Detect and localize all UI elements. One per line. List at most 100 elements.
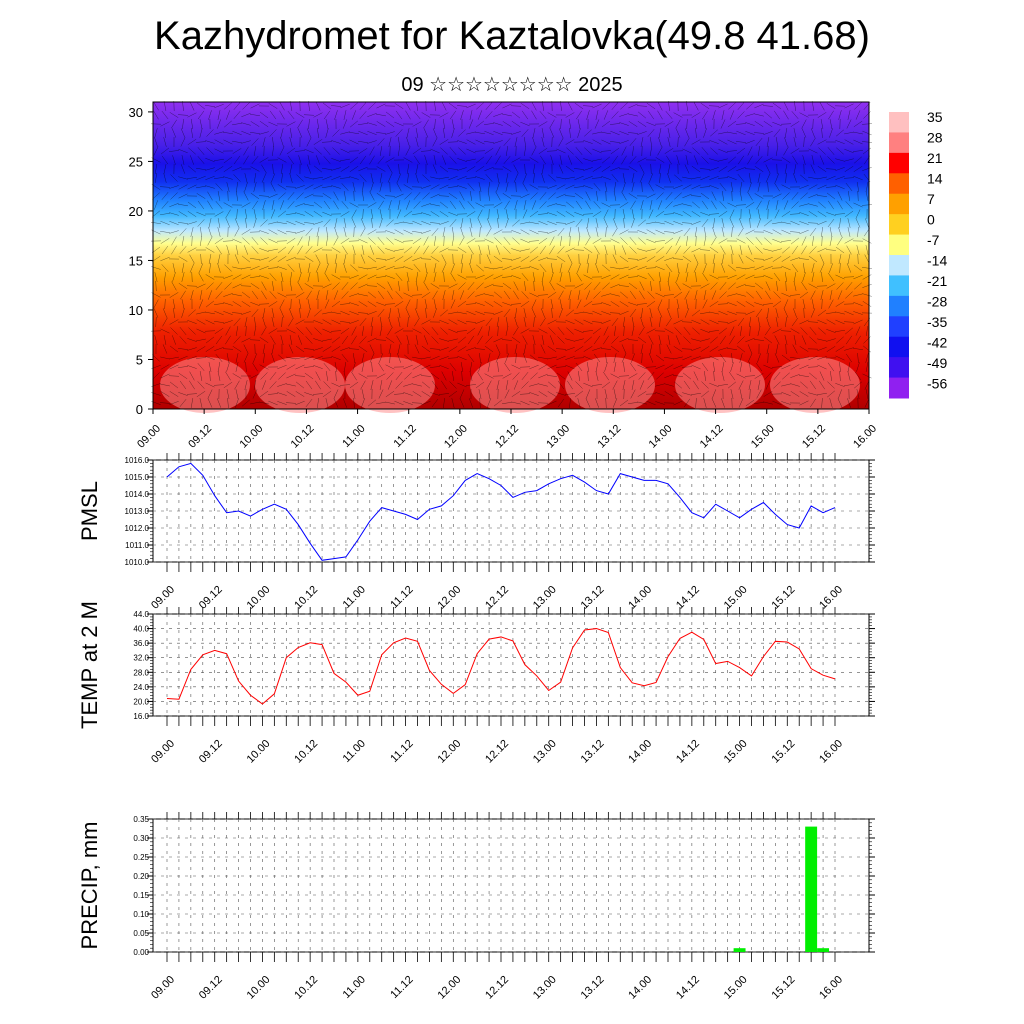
y-tick-label: 30 [129,105,143,120]
colorbar-swatch [889,152,909,174]
y-tick-label: 1016.0 [125,456,150,465]
y-tick-label: 16.0 [133,712,149,721]
x-tick-label: 14.12 [674,584,702,612]
x-tick-label: 10.12 [292,738,320,766]
colorbar-swatch [889,377,909,399]
x-tick-label: 14.00 [626,974,654,1002]
x-tick-label: 13.00 [531,974,559,1002]
x-tick-label: 13.12 [595,423,623,451]
x-tick-label: 13.00 [544,423,572,451]
x-tick-label: 13.12 [579,738,607,766]
y-axis-label: TEMP at 2 M [77,601,102,729]
x-tick-label: 12.00 [435,738,463,766]
x-tick-label: 12.12 [483,584,511,612]
y-tick-label: 1014.0 [125,490,150,499]
grid [153,818,869,953]
wind-vectors [150,100,873,409]
panel-frame [152,818,870,953]
x-tick-label: 12.12 [483,738,511,766]
y-tick-label: 1011.0 [125,541,149,550]
y-tick-label: 40.0 [133,625,149,634]
x-tick-label: 15.00 [749,423,777,451]
x-tick-label: 11.12 [391,423,418,450]
y-tick-label: 0.15 [133,891,149,900]
x-tick-label: 12.12 [493,423,521,451]
x-tick-label: 10.12 [292,974,320,1002]
x-tick-label: 15.12 [800,423,828,451]
colorbar-label: 35 [927,109,943,125]
x-tick-label: 13.00 [531,738,559,766]
x-tick-label: 15.12 [769,738,797,766]
y-tick-label: 1012.0 [125,524,150,533]
precip-bar [805,826,818,952]
y-tick-label: 36.0 [133,639,149,648]
colorbar-label: -42 [927,335,947,351]
colorbar-label: -21 [927,273,947,289]
y-tick-label: 15 [129,253,143,268]
colorbar-swatch [889,295,909,317]
x-tick-label: 10.12 [289,423,317,451]
y-tick-label: 1010.0 [125,558,150,567]
colorbar-label: 21 [927,150,943,166]
y-tick-label: 0.05 [133,929,149,938]
colorbar-label: 7 [927,191,935,207]
x-tick-label: 16.00 [817,738,845,766]
colorbar-swatch [889,255,909,276]
x-tick-label: 15.00 [722,584,750,612]
x-tick-label: 15.00 [722,738,750,766]
x-tick-label: 11.12 [388,738,415,765]
colorbar-swatch [889,275,909,297]
warm-blob [470,357,560,413]
x-tick-label: 11.00 [340,423,367,450]
x-tick-label: 15.12 [769,584,797,612]
y-tick-label: 5 [136,352,143,367]
x-tick-label: 12.00 [442,423,470,451]
x-tick-label: 10.12 [292,584,320,612]
precip-bar [817,948,830,952]
chart-title: Kazhydromet for Kaztalovka(49.8 41.68) [154,14,870,58]
colorbar-label: -56 [927,376,947,392]
x-tick-label: 12.12 [483,974,511,1002]
x-tick-label: 09.12 [186,423,214,451]
x-tick-label: 10.00 [245,974,273,1002]
colorbar-swatch [889,234,909,256]
colorbar-swatch [889,132,909,154]
y-tick-label: 0.35 [133,815,149,824]
y-axis-label: PMSL [77,481,102,541]
colorbar-swatch [889,336,909,358]
x-tick-label: 10.00 [245,584,273,612]
colorbar-swatch [889,214,909,236]
x-tick-label: 13.12 [579,584,607,612]
x-tick-label: 11.12 [388,974,415,1001]
x-tick-label: 11.00 [341,974,368,1001]
x-tick-label: 15.12 [769,974,797,1002]
x-tick-label: 09.00 [149,974,177,1002]
colorbar-label: 28 [927,130,943,146]
grid [153,613,869,717]
x-tick-label: 14.12 [674,974,702,1002]
x-tick-label: 09.00 [135,423,163,451]
x-tick-label: 16.00 [817,974,845,1002]
x-tick-label: 09.00 [149,584,177,612]
x-tick-label: 09.12 [197,584,225,612]
colorbar-label: -7 [927,232,940,248]
y-tick-label: 10 [129,303,143,318]
warm-blob [675,357,765,413]
y-tick-label: 44.0 [133,610,149,619]
y-tick-label: 20 [129,204,143,219]
x-tick-label: 14.00 [647,423,675,451]
x-tick-label: 12.00 [435,974,463,1002]
x-tick-label: 13.12 [579,974,607,1002]
y-tick-label: 25 [129,154,143,169]
x-tick-label: 11.00 [341,738,368,765]
x-tick-label: 11.00 [341,584,368,611]
colorbar-swatch [889,193,909,215]
x-tick-label: 14.12 [674,738,702,766]
y-tick-label: 0 [136,402,143,417]
precip-bar [733,948,746,952]
colorbar-label: -14 [927,253,947,269]
x-tick-label: 16.00 [817,584,845,612]
colorbar-label: -28 [927,294,947,310]
x-tick-label: 16.00 [851,423,879,451]
